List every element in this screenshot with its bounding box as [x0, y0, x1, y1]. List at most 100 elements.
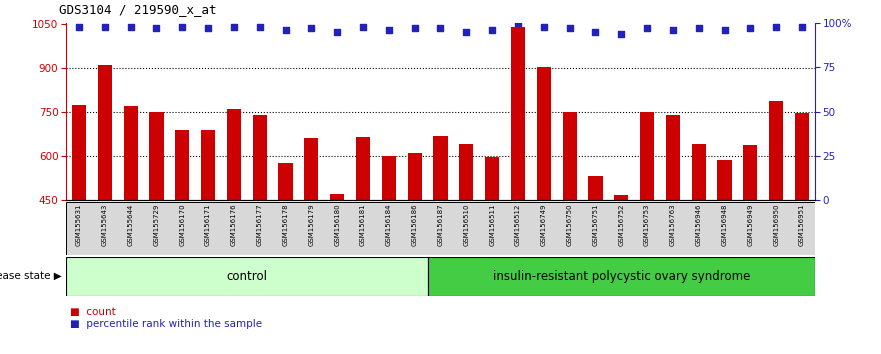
Bar — [712, 202, 737, 255]
Text: control: control — [226, 270, 267, 282]
Bar — [330, 194, 344, 200]
Point — [563, 25, 577, 31]
Text: GDS3104 / 219590_x_at: GDS3104 / 219590_x_at — [58, 3, 216, 16]
Point — [123, 24, 137, 29]
Bar — [479, 202, 505, 255]
Bar — [247, 202, 272, 255]
Bar — [66, 202, 92, 255]
Bar — [175, 130, 189, 200]
Text: GSM156512: GSM156512 — [515, 203, 521, 246]
Text: GSM155729: GSM155729 — [153, 203, 159, 246]
Bar — [98, 65, 112, 200]
Point — [537, 24, 551, 29]
Point — [201, 25, 215, 31]
Bar — [485, 157, 500, 200]
Bar — [660, 202, 685, 255]
Bar — [454, 202, 479, 255]
Text: GSM156180: GSM156180 — [334, 203, 340, 246]
Text: GSM155644: GSM155644 — [128, 203, 134, 246]
Bar — [66, 257, 427, 296]
Bar — [253, 115, 267, 200]
Bar — [118, 202, 144, 255]
Point — [717, 27, 731, 33]
Text: ■  count: ■ count — [70, 307, 116, 316]
Point — [459, 29, 473, 35]
Text: GSM156949: GSM156949 — [747, 203, 753, 246]
Bar — [511, 27, 525, 200]
Bar — [763, 202, 789, 255]
Bar — [531, 202, 557, 255]
Bar — [692, 144, 706, 200]
Point — [666, 27, 680, 33]
Bar — [582, 202, 609, 255]
Bar — [304, 138, 319, 200]
Point — [433, 25, 448, 31]
Point — [72, 24, 86, 29]
Bar — [433, 136, 448, 200]
Point — [408, 25, 422, 31]
Point — [150, 25, 164, 31]
Bar — [589, 176, 603, 200]
Bar — [72, 105, 86, 200]
Text: GSM156187: GSM156187 — [438, 203, 443, 246]
Text: GSM156749: GSM156749 — [541, 203, 547, 246]
Bar — [402, 202, 427, 255]
Bar — [769, 101, 783, 200]
Text: GSM156753: GSM156753 — [644, 203, 650, 246]
Text: GSM156511: GSM156511 — [489, 203, 495, 246]
Bar — [169, 202, 196, 255]
Text: GSM156763: GSM156763 — [670, 203, 676, 246]
Bar — [744, 145, 758, 200]
Bar — [272, 202, 299, 255]
Point — [744, 25, 758, 31]
Bar — [92, 202, 118, 255]
Text: GSM155631: GSM155631 — [76, 203, 82, 246]
Bar — [614, 195, 628, 200]
Point — [356, 24, 370, 29]
Bar — [381, 156, 396, 200]
Bar — [717, 160, 731, 200]
Text: insulin-resistant polycystic ovary syndrome: insulin-resistant polycystic ovary syndr… — [492, 270, 750, 282]
Point — [511, 20, 525, 26]
Text: GSM156170: GSM156170 — [179, 203, 185, 246]
Bar — [408, 153, 422, 200]
Bar — [427, 202, 454, 255]
Text: GSM155643: GSM155643 — [102, 203, 107, 246]
Bar — [278, 162, 292, 200]
Bar — [666, 115, 680, 200]
Point — [304, 25, 318, 31]
Point — [795, 24, 809, 29]
Text: GSM156752: GSM156752 — [618, 203, 625, 246]
Point — [769, 24, 783, 29]
Point — [614, 31, 628, 36]
Text: GSM156179: GSM156179 — [308, 203, 315, 246]
Text: GSM156186: GSM156186 — [411, 203, 418, 246]
Bar — [505, 202, 531, 255]
Point — [381, 27, 396, 33]
Bar — [789, 202, 815, 255]
Text: GSM156948: GSM156948 — [722, 203, 728, 246]
Point — [253, 24, 267, 29]
Bar — [640, 112, 655, 200]
Point — [330, 29, 344, 35]
Bar — [201, 130, 215, 200]
Bar — [537, 68, 551, 200]
Bar — [221, 202, 247, 255]
Bar — [427, 257, 815, 296]
Bar — [459, 144, 473, 200]
Bar — [350, 202, 376, 255]
Bar — [557, 202, 582, 255]
Text: GSM156750: GSM156750 — [566, 203, 573, 246]
Bar — [196, 202, 221, 255]
Text: ■  percentile rank within the sample: ■ percentile rank within the sample — [70, 319, 263, 329]
Bar — [123, 107, 137, 200]
Point — [640, 25, 654, 31]
Text: GSM156181: GSM156181 — [360, 203, 366, 246]
Text: GSM156177: GSM156177 — [256, 203, 263, 246]
Text: GSM156171: GSM156171 — [205, 203, 211, 246]
Point — [692, 25, 706, 31]
Point — [278, 27, 292, 33]
Bar — [737, 202, 763, 255]
Text: GSM156184: GSM156184 — [386, 203, 392, 246]
Bar — [609, 202, 634, 255]
